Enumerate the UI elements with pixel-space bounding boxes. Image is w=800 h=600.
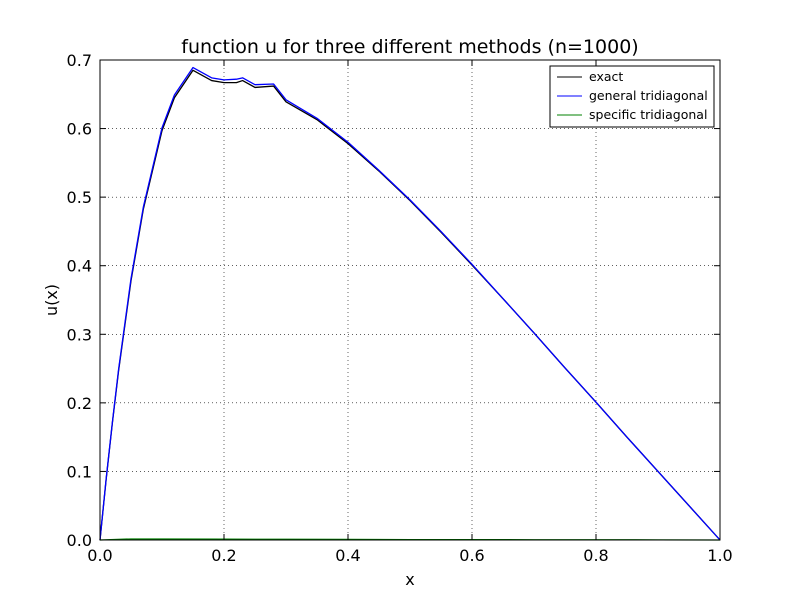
- x-tick-label: 1.0: [707, 546, 732, 565]
- y-tick-label: 0.6: [67, 120, 92, 139]
- plot-frame: [99, 59, 721, 541]
- y-tick-label: 0.3: [67, 325, 92, 344]
- x-tick-label: 0.0: [87, 546, 112, 565]
- y-tick-label: 0.1: [67, 462, 92, 481]
- chart-title: function u for three different methods (…: [181, 36, 638, 58]
- y-tick-label: 0.4: [67, 257, 92, 276]
- y-tick-label: 0.5: [67, 188, 92, 207]
- x-tick-label: 0.2: [211, 546, 236, 565]
- y-tick-label: 0.0: [67, 531, 92, 550]
- x-tick-label: 0.4: [335, 546, 360, 565]
- legend: exact general tridiagonal specific tridi…: [549, 65, 715, 128]
- legend-label-general-tridiagonal: general tridiagonal: [589, 88, 708, 103]
- ticks: 0.0 0.2 0.4 0.6 0.8 1.0 0.0 0.1 0.2 0.3 0.4 0.5 0.6 0…: [67, 51, 733, 565]
- y-axis-label: u(x): [42, 284, 61, 316]
- x-tick-label: 0.8: [583, 546, 608, 565]
- legend-label-exact: exact: [589, 69, 623, 84]
- y-tick-label: 0.7: [67, 51, 92, 70]
- x-axis-label: x: [405, 570, 414, 589]
- x-tick-label: 0.6: [459, 546, 484, 565]
- legend-label-specific-tridiagonal: specific tridiagonal: [589, 107, 707, 122]
- series-line-general-tridiagonal: [99, 66, 721, 541]
- y-tick-label: 0.2: [67, 394, 92, 413]
